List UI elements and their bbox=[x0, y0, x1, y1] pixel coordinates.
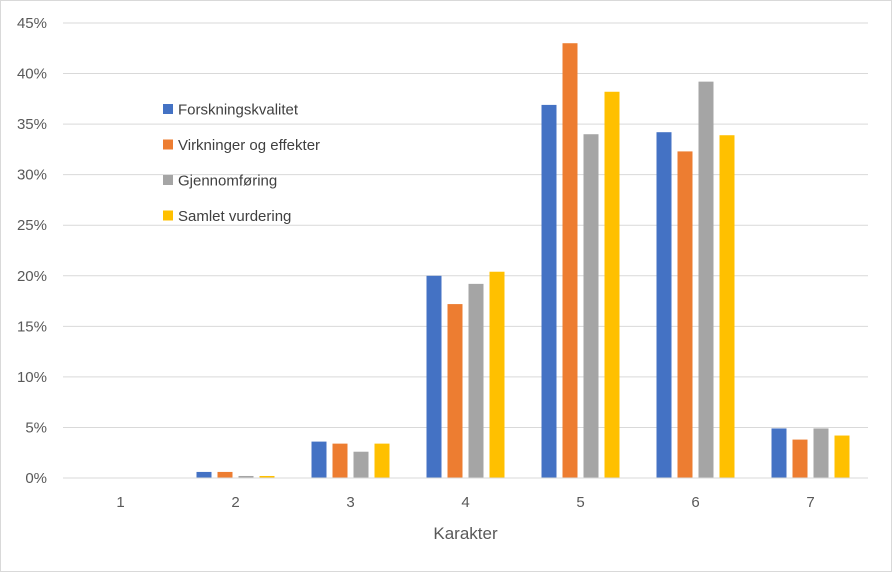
legend-swatch bbox=[163, 104, 173, 114]
y-tick-label: 5% bbox=[25, 419, 47, 436]
bar bbox=[677, 151, 693, 478]
legend-swatch bbox=[163, 175, 173, 185]
x-tick-label: 4 bbox=[461, 494, 469, 511]
y-tick-label: 30% bbox=[17, 167, 47, 184]
bars bbox=[196, 43, 850, 479]
bar bbox=[489, 271, 505, 478]
y-tick-label: 20% bbox=[17, 268, 47, 285]
bar bbox=[311, 441, 327, 478]
y-tick-label: 35% bbox=[17, 116, 47, 133]
legend-label: Virkninger og effekter bbox=[178, 137, 320, 154]
legend-swatch bbox=[163, 139, 173, 150]
x-tick-label: 3 bbox=[346, 494, 354, 511]
y-tick-label: 40% bbox=[17, 66, 47, 83]
bar bbox=[238, 475, 254, 478]
bar bbox=[834, 435, 850, 478]
y-axis-ticks: 0% 5% 10% 15% 20% 25% 30% 35% 40% 45% bbox=[17, 15, 47, 487]
bar bbox=[447, 304, 463, 478]
y-tick-label: 15% bbox=[17, 318, 47, 335]
bar bbox=[583, 134, 599, 478]
bar bbox=[426, 275, 442, 478]
x-tick-label: 5 bbox=[576, 494, 584, 511]
bar bbox=[332, 443, 348, 478]
bar bbox=[698, 81, 714, 479]
x-axis-title: Karakter bbox=[433, 524, 498, 543]
legend-label: Samlet vurdering bbox=[178, 208, 291, 225]
legend: Forskningskvalitet Virkninger og effekter… bbox=[163, 102, 320, 225]
bar bbox=[719, 135, 735, 478]
bar bbox=[604, 91, 620, 478]
bar bbox=[196, 471, 212, 478]
x-tick-label: 6 bbox=[691, 494, 699, 511]
bar bbox=[374, 443, 390, 478]
bar bbox=[792, 439, 808, 478]
bar bbox=[771, 428, 787, 478]
bar bbox=[541, 104, 557, 479]
gridlines bbox=[63, 22, 868, 428]
x-axis-ticks: 1 2 3 4 5 6 7 bbox=[116, 494, 814, 511]
bar bbox=[468, 283, 484, 478]
y-tick-label: 25% bbox=[17, 217, 47, 234]
bar bbox=[656, 132, 672, 478]
legend-label: Forskningskvalitet bbox=[178, 102, 299, 119]
legend-label: Gjennomføring bbox=[178, 173, 277, 190]
x-tick-label: 2 bbox=[231, 494, 239, 511]
y-tick-label: 0% bbox=[25, 470, 47, 487]
y-tick-label: 10% bbox=[17, 369, 47, 386]
bar bbox=[813, 428, 829, 478]
y-tick-label: 45% bbox=[17, 15, 47, 32]
bar bbox=[217, 471, 233, 478]
x-tick-label: 7 bbox=[806, 494, 814, 511]
bar bbox=[259, 475, 275, 478]
legend-swatch bbox=[163, 210, 173, 221]
bar bbox=[562, 43, 578, 478]
x-tick-label: 1 bbox=[116, 494, 124, 511]
bar bbox=[353, 451, 369, 478]
